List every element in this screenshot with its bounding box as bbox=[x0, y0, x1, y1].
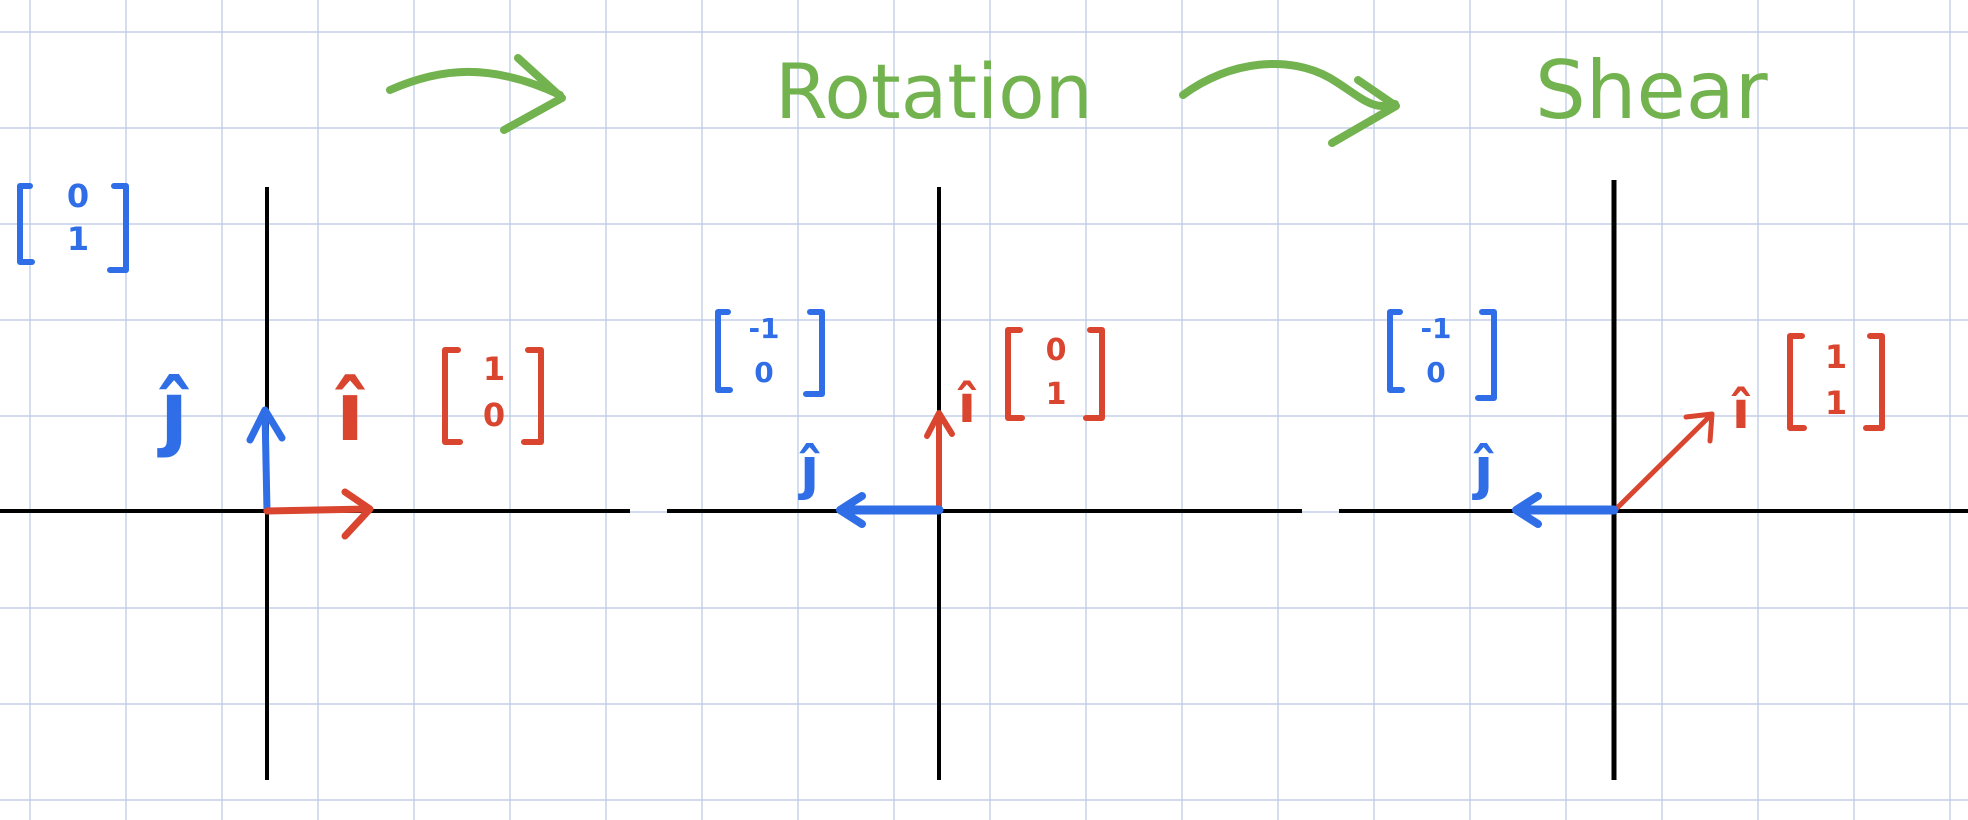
i-hat-label: î bbox=[957, 375, 977, 435]
j-hat-label: ĵ bbox=[1472, 437, 1494, 502]
matrix-entry: -1 bbox=[1420, 312, 1451, 345]
matrix-entry: 1 bbox=[1046, 377, 1067, 412]
j-column-matrix: 0 1 bbox=[17, 177, 129, 273]
i-hat-arrowhead bbox=[341, 488, 374, 540]
j-hat-arrowhead bbox=[1512, 492, 1542, 528]
j-hat-label: ĵ bbox=[798, 437, 820, 502]
matrix-entry: 1 bbox=[67, 220, 89, 258]
matrix-entry: 0 bbox=[67, 177, 89, 215]
panel-shear: ĵ î -1 0 1 1 bbox=[1339, 180, 1968, 780]
j-hat-label: ĵ bbox=[157, 365, 190, 460]
i-hat-arrowhead bbox=[924, 410, 955, 439]
i-column-matrix: 0 1 bbox=[1005, 327, 1105, 421]
matrix-entry: 1 bbox=[1825, 384, 1847, 422]
matrix-entry: 0 bbox=[1426, 356, 1445, 389]
matrix-entry: 1 bbox=[1825, 338, 1847, 376]
matrix-entry: 0 bbox=[483, 396, 505, 434]
matrix-entry: 1 bbox=[483, 350, 505, 388]
transition-arrow-shear bbox=[1179, 60, 1400, 147]
i-hat-label: î bbox=[334, 365, 366, 460]
j-hat-arrowhead bbox=[246, 406, 286, 444]
j-column-matrix: -1 0 bbox=[715, 309, 825, 397]
i-hat-vector bbox=[1611, 412, 1714, 514]
panel-rotation: ĵ î -1 0 0 1 bbox=[667, 187, 1302, 780]
j-hat-vector bbox=[261, 408, 271, 515]
j-hat-arrowhead bbox=[836, 492, 866, 528]
panel-identity: ĵ î 0 1 1 0 bbox=[0, 177, 630, 780]
rotation-title: Rotation bbox=[775, 47, 1093, 136]
i-column-matrix: 1 1 bbox=[1787, 333, 1885, 431]
matrix-entry: 0 bbox=[754, 356, 773, 389]
matrix-entry: -1 bbox=[748, 312, 779, 345]
i-hat-arrowhead bbox=[1683, 411, 1715, 444]
shear-title: Shear bbox=[1535, 44, 1768, 137]
j-column-matrix: -1 0 bbox=[1387, 309, 1497, 401]
i-hat-label: î bbox=[1731, 381, 1751, 441]
matrix-entry: 0 bbox=[1046, 333, 1067, 368]
i-column-matrix: 1 0 bbox=[442, 347, 544, 445]
transition-arrow-rotation bbox=[386, 54, 566, 134]
i-hat-vector bbox=[263, 505, 372, 515]
